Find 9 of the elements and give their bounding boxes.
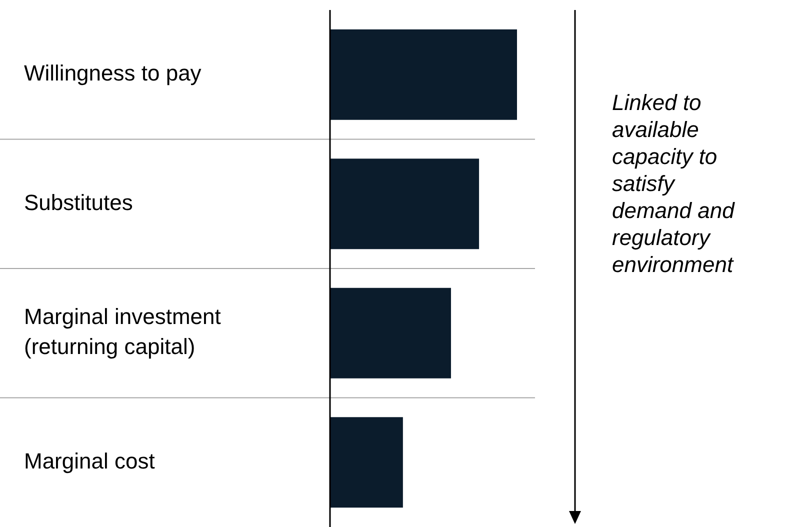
bar bbox=[330, 29, 517, 120]
y-tick-label: Substitutes bbox=[24, 190, 133, 215]
bar bbox=[330, 288, 451, 378]
bar bbox=[330, 417, 403, 508]
y-tick-label: Marginal cost bbox=[24, 448, 155, 474]
y-tick-label: Willingness to pay bbox=[24, 60, 202, 86]
bar bbox=[330, 158, 480, 250]
y-tick-label: Marginal investment (returning capital) bbox=[24, 304, 221, 359]
text: Linked to available capacity to satisfy demand and regulatory environment bbox=[612, 90, 736, 277]
